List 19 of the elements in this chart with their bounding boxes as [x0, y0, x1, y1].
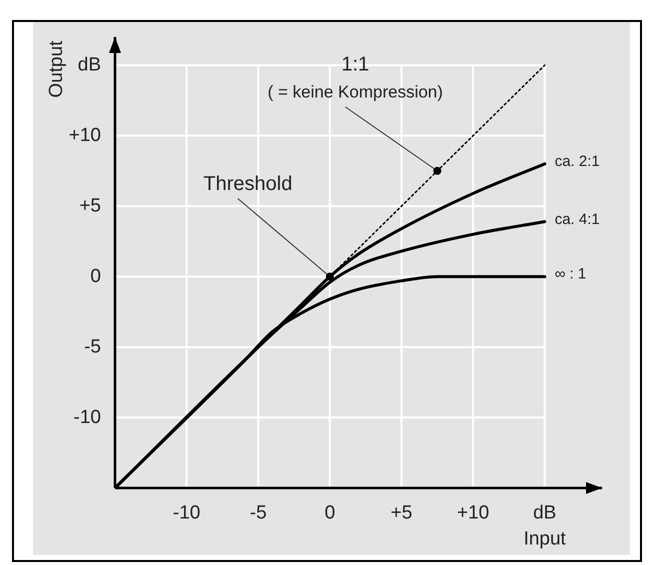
y-tick-label: 0: [90, 266, 101, 287]
y-tick-label: -5: [84, 336, 101, 358]
annotation: 1:1 ( = keine Kompression): [268, 53, 443, 102]
x-tick-label: -5: [250, 502, 267, 524]
x-axis-title: Input: [524, 528, 567, 550]
annotation: Threshold: [203, 173, 292, 196]
x-tick-label: -10: [172, 502, 200, 524]
y-tick-label: +10: [68, 124, 101, 146]
series-label: ca. 2:1: [554, 152, 600, 170]
y-tick-label: -10: [74, 406, 101, 428]
x-tick-label: dB: [533, 502, 556, 524]
y-tick-label: dB: [78, 54, 101, 76]
y-tick-label: +5: [79, 195, 101, 216]
x-tick-label: +10: [456, 502, 490, 524]
y-axis-title: Output: [46, 40, 68, 98]
x-tick-label: 0: [324, 502, 336, 524]
x-tick-label: +5: [390, 502, 412, 524]
series-label: ∞ : 1: [554, 266, 586, 283]
series-label: ca. 4:1: [554, 210, 600, 228]
